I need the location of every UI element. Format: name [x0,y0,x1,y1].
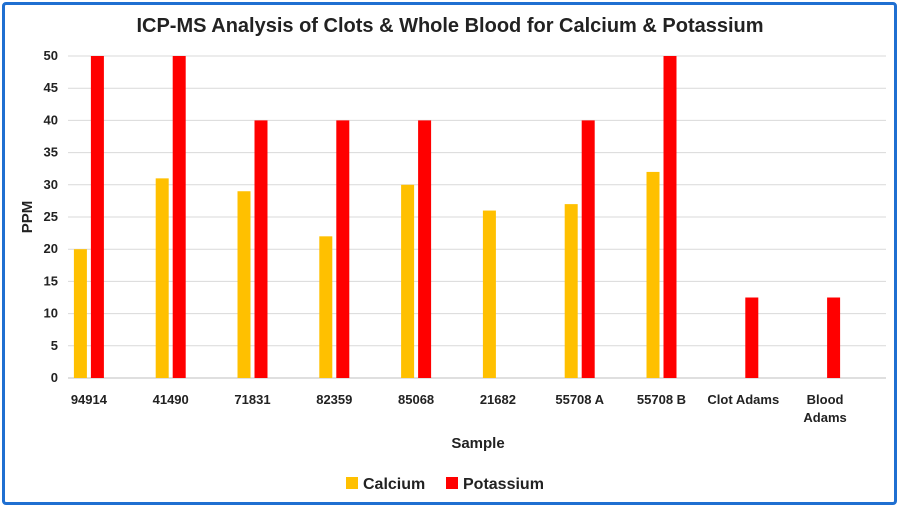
legend-label-potassium: Potassium [463,476,544,493]
y-tick-label: 0 [51,370,58,385]
legend-label-calcium: Calcium [363,476,425,493]
x-tick-label: 85068 [398,392,434,407]
y-tick-label: 45 [44,80,58,95]
gridlines [68,55,886,379]
bar-potassium [581,120,595,379]
x-axis-ticks: 94914 41490 71831 82359 85068 21682 55708 A 557… [71,392,847,425]
y-tick-label: 20 [44,241,58,256]
bar-calcium [646,171,660,378]
x-tick-label: 55708 B [637,392,686,407]
chart-title: ICP-MS Analysis of Clots & Whole Blood f… [136,15,763,37]
y-tick-label: 40 [44,112,58,127]
x-tick-label: 55708 A [555,392,604,407]
bar-potassium [663,56,677,378]
x-tick-label: Blood Adams [803,392,846,425]
y-tick-label: 25 [44,209,58,224]
y-tick-label: 15 [44,273,58,288]
y-tick-label: 5 [51,338,58,353]
bar-potassium [254,120,268,379]
legend-swatch-potassium [446,477,458,489]
bar-potassium [172,56,186,378]
y-tick-label: 35 [44,145,58,160]
legend-swatch-calcium [346,477,358,489]
x-tick-label: 94914 [71,392,108,407]
bar-calcium [73,249,87,378]
y-tick-label: 50 [44,48,58,63]
x-tick-label: Clot Adams [707,392,779,407]
x-tick-label: 21682 [480,392,516,407]
bar-potassium [336,120,350,379]
bar-calcium [237,191,251,378]
y-axis-ticks: 0 5 10 15 20 25 30 35 40 45 50 [44,48,58,385]
bar-calcium [155,178,169,378]
bar-calcium [319,236,333,378]
legend: Calcium Potassium [346,476,544,493]
y-tick-label: 30 [44,177,58,192]
bar-potassium [90,56,104,378]
x-tick-label: 41490 [153,392,189,407]
y-axis-label: PPM [19,201,36,234]
x-tick-label: 82359 [316,392,352,407]
bar-potassium [745,297,759,378]
bar-potassium [418,120,432,379]
bars [73,56,841,379]
bar-calcium [401,184,415,378]
x-tick-label: 71831 [234,392,270,407]
bar-calcium [482,210,496,378]
y-tick-label: 10 [44,306,58,321]
bar-potassium [827,297,841,378]
x-axis-label: Sample [451,435,504,452]
bar-calcium [564,204,578,378]
